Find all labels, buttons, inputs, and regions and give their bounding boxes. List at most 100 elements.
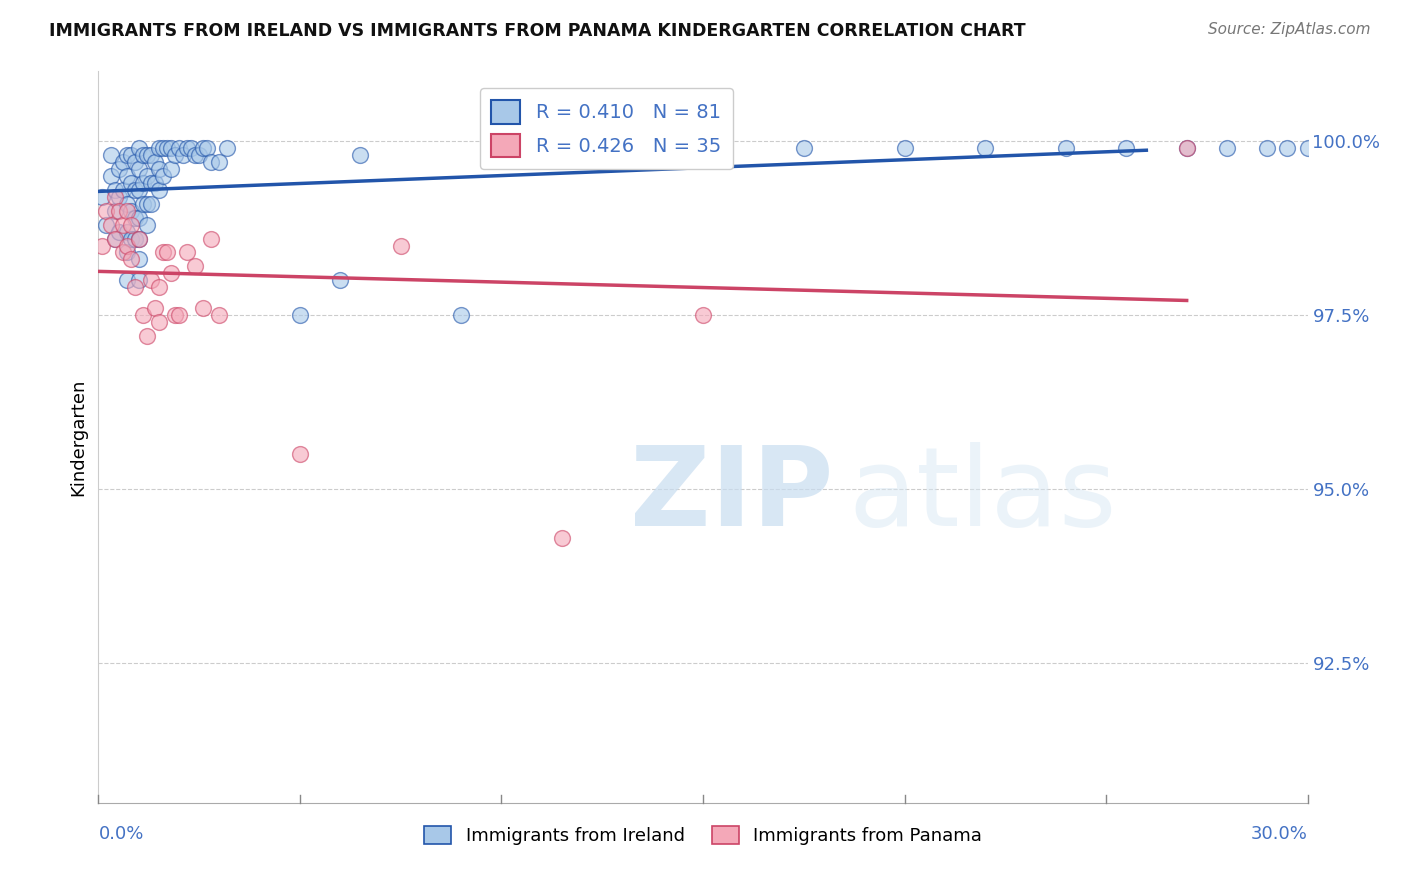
Point bbox=[124, 280, 146, 294]
Point bbox=[96, 218, 118, 232]
Point bbox=[100, 218, 122, 232]
Point bbox=[156, 245, 179, 260]
Point bbox=[91, 238, 114, 252]
Point bbox=[176, 245, 198, 260]
Text: atlas: atlas bbox=[848, 442, 1116, 549]
Point bbox=[195, 141, 218, 155]
Point bbox=[103, 231, 125, 245]
Point bbox=[148, 183, 170, 197]
Point bbox=[120, 203, 142, 218]
Point bbox=[107, 203, 129, 218]
Point bbox=[176, 141, 198, 155]
Point bbox=[120, 252, 142, 267]
Text: Source: ZipAtlas.com: Source: ZipAtlas.com bbox=[1208, 22, 1371, 37]
Point bbox=[111, 155, 134, 169]
Point bbox=[172, 148, 194, 162]
Legend: Immigrants from Ireland, Immigrants from Panama: Immigrants from Ireland, Immigrants from… bbox=[416, 819, 990, 852]
Point bbox=[167, 141, 190, 155]
Point bbox=[135, 196, 157, 211]
Point bbox=[163, 308, 186, 322]
Point bbox=[120, 176, 142, 190]
Point bbox=[143, 176, 166, 190]
Point bbox=[160, 141, 183, 155]
Point bbox=[329, 273, 352, 287]
Point bbox=[103, 231, 125, 245]
Point bbox=[208, 155, 231, 169]
Point bbox=[193, 141, 215, 155]
Point bbox=[128, 231, 150, 245]
Point bbox=[128, 273, 150, 287]
Point bbox=[139, 196, 162, 211]
Point bbox=[217, 141, 239, 155]
Point bbox=[115, 245, 138, 260]
Point bbox=[193, 301, 215, 316]
Point bbox=[139, 176, 162, 190]
Point bbox=[124, 155, 146, 169]
Point bbox=[111, 245, 134, 260]
Point bbox=[115, 148, 138, 162]
Point bbox=[128, 141, 150, 155]
Point bbox=[551, 531, 574, 545]
Point bbox=[132, 176, 155, 190]
Point bbox=[793, 141, 815, 155]
Point bbox=[152, 245, 174, 260]
Point bbox=[115, 238, 138, 252]
Point bbox=[124, 211, 146, 225]
Point bbox=[160, 161, 183, 176]
Point bbox=[1175, 141, 1198, 155]
Point bbox=[103, 203, 125, 218]
Point bbox=[184, 260, 207, 274]
Point bbox=[349, 148, 371, 162]
Point bbox=[100, 148, 122, 162]
Point bbox=[143, 155, 166, 169]
Point bbox=[1175, 141, 1198, 155]
Point bbox=[200, 155, 222, 169]
Point bbox=[389, 238, 412, 252]
Point bbox=[135, 148, 157, 162]
Point bbox=[1216, 141, 1239, 155]
Point bbox=[1054, 141, 1077, 155]
Point bbox=[115, 196, 138, 211]
Point bbox=[115, 203, 138, 218]
Point bbox=[288, 308, 311, 322]
Point bbox=[974, 141, 997, 155]
Point bbox=[107, 190, 129, 204]
Point bbox=[148, 315, 170, 329]
Point bbox=[100, 169, 122, 183]
Point bbox=[111, 218, 134, 232]
Point bbox=[148, 280, 170, 294]
Point bbox=[188, 148, 211, 162]
Point bbox=[160, 266, 183, 280]
Point bbox=[139, 148, 162, 162]
Point bbox=[1296, 141, 1319, 155]
Point bbox=[163, 148, 186, 162]
Point bbox=[132, 196, 155, 211]
Point bbox=[128, 252, 150, 267]
Point bbox=[711, 141, 734, 155]
Point bbox=[1277, 141, 1299, 155]
Point bbox=[107, 161, 129, 176]
Point bbox=[156, 141, 179, 155]
Point bbox=[107, 225, 129, 239]
Point bbox=[135, 169, 157, 183]
Point bbox=[132, 308, 155, 322]
Point bbox=[450, 308, 472, 322]
Point bbox=[115, 273, 138, 287]
Point bbox=[180, 141, 202, 155]
Point bbox=[139, 273, 162, 287]
Point bbox=[115, 169, 138, 183]
Point bbox=[111, 183, 134, 197]
Point bbox=[184, 148, 207, 162]
Point bbox=[124, 183, 146, 197]
Point bbox=[103, 183, 125, 197]
Point bbox=[96, 203, 118, 218]
Point bbox=[200, 231, 222, 245]
Point bbox=[1256, 141, 1278, 155]
Point bbox=[152, 169, 174, 183]
Text: 30.0%: 30.0% bbox=[1251, 825, 1308, 843]
Text: 0.0%: 0.0% bbox=[98, 825, 143, 843]
Point bbox=[120, 231, 142, 245]
Point bbox=[128, 183, 150, 197]
Point bbox=[148, 161, 170, 176]
Point bbox=[132, 148, 155, 162]
